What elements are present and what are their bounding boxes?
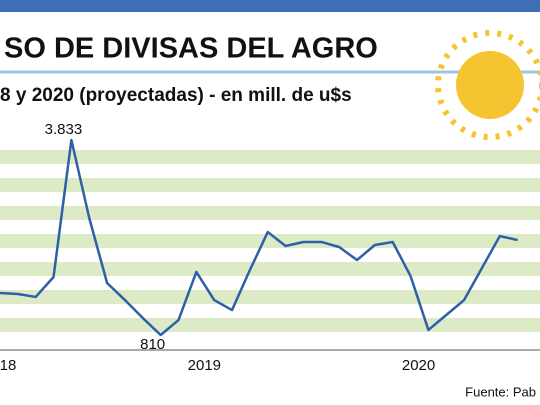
chart-title: SO DE DIVISAS DEL AGRO bbox=[4, 33, 378, 65]
source: Fuente: Pab bbox=[465, 384, 536, 399]
value-label: 3.833 bbox=[45, 121, 83, 138]
sun bbox=[435, 30, 540, 140]
x-tick-label: 2019 bbox=[188, 357, 221, 374]
line bbox=[0, 138, 518, 337]
value-label: 810 bbox=[140, 336, 165, 353]
x-tick-label: 2020 bbox=[402, 357, 435, 374]
x-tick-label: 18 bbox=[0, 357, 16, 374]
chart-subtitle: 8 y 2020 (proyectadas) - en mill. de u$s bbox=[0, 85, 352, 106]
top-band bbox=[0, 0, 540, 12]
